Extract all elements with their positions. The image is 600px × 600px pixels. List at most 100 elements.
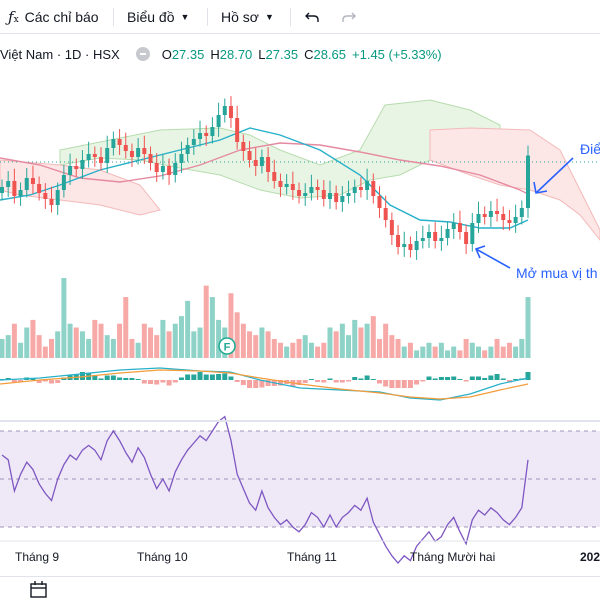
volume-bar [308,342,314,358]
close-value: 28.65 [313,46,347,62]
volume-series [0,278,531,358]
macd-bar [253,380,259,388]
charts-menu-button[interactable]: Biểu đồ ▼ [127,0,189,33]
macd-bar [129,378,135,380]
volume-bar [110,338,116,358]
candle-body [61,175,66,190]
volume-bar [407,342,413,358]
candle-body [371,181,376,196]
time-axis[interactable]: Tháng 9 Tháng 10 Tháng 11 Tháng Mười hai… [15,550,600,564]
volume-bar [346,335,352,358]
volume-bar [148,327,154,358]
candle-body [173,163,178,175]
toolbar-divider [207,8,208,26]
candle-body [24,178,29,190]
macd-bar [494,374,500,380]
macd-bar [370,379,376,380]
time-label: Tháng 11 [287,550,337,564]
candle-body [247,151,252,160]
time-label: Tháng 10 [137,550,188,564]
macd-bar [432,378,438,380]
candle-body [303,193,308,196]
calendar-icon[interactable] [28,579,50,599]
candle-body [488,211,493,217]
candle-body [142,148,147,154]
volume-bar [401,346,407,358]
candle-body [334,193,339,202]
candle-body [433,232,438,241]
candle-body [228,106,233,118]
candle-body [278,181,283,187]
volume-bar [389,335,395,358]
volume-bar [426,342,432,358]
redo-button[interactable] [341,0,357,33]
macd-bar [352,377,358,380]
volume-bar [234,312,240,358]
macd-bar [277,380,283,386]
profile-menu-button[interactable]: Hồ sơ ▼ [221,0,274,33]
volume-bar [0,338,5,358]
candle-body [191,139,196,145]
volume-bar [166,331,172,358]
candle-body [352,187,357,193]
candle-body [414,241,419,250]
macd-bar [506,380,512,383]
high-key: H [210,46,220,62]
macd-bar [469,376,475,380]
ma-slow-line [0,142,531,196]
candle-body [86,154,91,160]
indicators-button[interactable]: ƒx Các chỉ báo [8,0,99,33]
candle-body [37,184,42,193]
candle-body [160,166,165,172]
earnings-flag[interactable]: F [218,337,236,355]
candle-body [346,193,351,196]
volume-bar [358,327,364,358]
macd-bar [234,380,240,382]
macd-bar [135,379,141,380]
macd-bar [259,380,265,388]
macd-bar [346,380,352,382]
volume-bar [240,323,246,358]
macd-bar [265,380,271,386]
annotation-label-bottom: Mở mua vị th [516,265,598,281]
macd-bar [451,376,457,380]
macd-bar [36,380,42,383]
volume-bar [253,335,259,358]
open-value: 27.35 [171,46,205,62]
candle-body [297,190,302,196]
candle-body [315,187,320,190]
candle-body [99,157,104,163]
volume-bar [129,338,135,358]
macd-bar [401,380,407,388]
candle-body [253,160,258,166]
macd-bar [117,377,123,380]
undo-button[interactable] [304,0,320,33]
volume-bar [463,338,469,358]
candle-body [198,133,203,139]
volume-bar [30,319,36,358]
volume-bar [488,346,494,358]
volume-bar [55,331,61,358]
candle-body [92,154,97,157]
volume-bar [506,342,512,358]
candle-body [501,214,506,220]
volume-bar [321,342,327,358]
volume-bar [209,297,215,358]
candle-body [445,229,450,238]
volume-bar [290,342,296,358]
macd-bar [191,374,197,380]
chevron-down-icon: ▼ [180,11,190,22]
volume-bar [61,278,67,358]
symbol-legend[interactable]: Việt Nam · 1D · HSX O 27.35 H 28.70 L 27.35… [0,44,442,64]
macd-bar [185,374,191,380]
candle-body [210,127,215,136]
candle-body [136,148,141,157]
volume-bar [49,338,55,358]
candle-body [290,184,295,190]
collapse-legend-icon[interactable] [135,47,150,61]
macd-bar [358,378,364,380]
candle-body [402,244,407,247]
macd-bar [247,380,253,388]
macd-bar [327,378,333,380]
